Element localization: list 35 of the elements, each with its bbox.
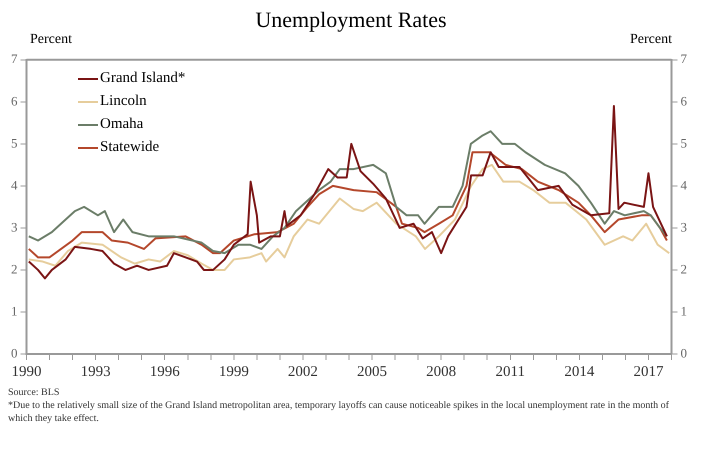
y-axis-title: Percent bbox=[30, 32, 72, 49]
y2-tick-label: 3 bbox=[680, 219, 687, 234]
legend-label: Lincoln bbox=[100, 92, 147, 111]
x-tick-label: 1990 bbox=[12, 364, 42, 380]
x-tick-label: 1996 bbox=[150, 364, 180, 380]
y2-tick-label: 2 bbox=[680, 261, 687, 276]
y-tick-label: 4 bbox=[11, 177, 18, 192]
y2-axis-title: Percent bbox=[630, 32, 672, 49]
y-tick-label: 2 bbox=[11, 261, 18, 276]
x-tick-label: 2008 bbox=[426, 364, 456, 380]
y-tick-label: 5 bbox=[11, 135, 18, 150]
x-tick-label: 1993 bbox=[80, 364, 111, 380]
legend-label: Omaha bbox=[100, 115, 144, 134]
x-tick-label: 2014 bbox=[564, 364, 595, 380]
y-tick-label: 6 bbox=[11, 93, 18, 108]
y2-tick-label: 0 bbox=[680, 345, 687, 360]
y2-tick-label: 7 bbox=[680, 51, 688, 66]
x-tick-label: 2005 bbox=[357, 364, 388, 380]
source-note: Source: BLS bbox=[8, 386, 60, 399]
text: *Due to the relatively small size of the Grand Island metropolitan area, temporary layoffs can cause noticeable spikes in the local unemployment rate in the month of which they take effect. bbox=[8, 399, 670, 425]
y2-tick-label: 6 bbox=[680, 93, 688, 108]
legend-label: Grand Island* bbox=[100, 69, 186, 88]
y-tick-label: 3 bbox=[11, 219, 18, 234]
y2-tick-label: 1 bbox=[680, 303, 687, 318]
x-tick-label: 2017 bbox=[633, 364, 664, 380]
legend-label: Statewide bbox=[100, 138, 160, 157]
x-tick-label: 2002 bbox=[288, 364, 318, 380]
y2-tick-label: 5 bbox=[680, 135, 687, 150]
y-tick-label: 7 bbox=[11, 51, 18, 66]
x-tick-label: 1999 bbox=[218, 364, 249, 380]
x-tick-label: 2011 bbox=[496, 364, 525, 380]
y2-tick-label: 4 bbox=[680, 177, 688, 192]
chart-title: Unemployment Rates bbox=[254, 7, 448, 32]
y-tick-label: 1 bbox=[11, 303, 18, 318]
y-tick-label: 0 bbox=[11, 345, 18, 360]
